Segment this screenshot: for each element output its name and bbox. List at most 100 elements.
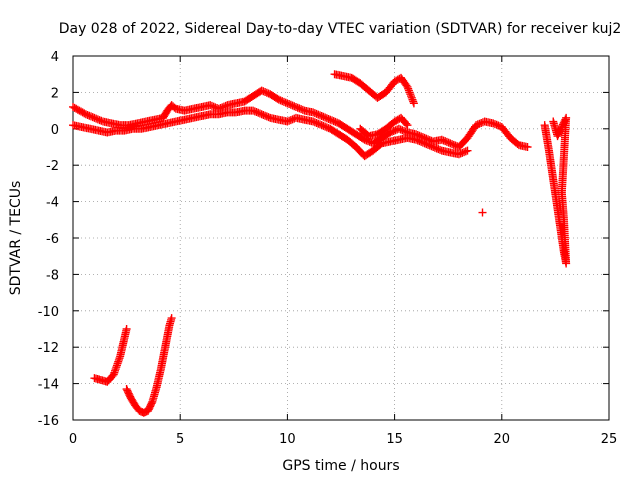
data-point — [250, 107, 259, 116]
data-point — [456, 149, 465, 158]
data-point — [315, 111, 324, 120]
data-point — [406, 90, 415, 99]
data-point — [259, 110, 268, 119]
x-tick-label: 0 — [69, 432, 77, 447]
data-point — [283, 99, 292, 108]
data-point — [291, 102, 300, 111]
y-tick-label: 0 — [51, 123, 59, 138]
data-point — [327, 116, 336, 125]
data-point — [329, 117, 338, 126]
y-tick-label: 2 — [51, 86, 59, 101]
data-point — [360, 135, 369, 144]
data-point — [257, 86, 266, 95]
data-point — [255, 109, 264, 118]
data-point — [206, 101, 215, 110]
data-point — [286, 116, 295, 125]
data-point — [442, 137, 451, 146]
data-point — [93, 115, 102, 124]
data-point — [262, 88, 271, 97]
series-low-arc-1 — [90, 325, 131, 386]
data-point — [492, 120, 501, 129]
y-tick-label: -6 — [46, 232, 59, 247]
data-point — [314, 119, 323, 128]
data-point — [420, 139, 429, 148]
data-point — [209, 102, 218, 111]
data-point — [477, 118, 486, 127]
data-point — [407, 93, 416, 102]
data-point — [283, 117, 292, 126]
data-point — [97, 116, 106, 125]
x-tick-label: 10 — [279, 432, 296, 447]
data-point — [310, 118, 319, 127]
data-point — [489, 119, 498, 128]
data-point — [412, 135, 421, 144]
data-point — [398, 126, 407, 135]
data-point — [439, 136, 448, 145]
data-point — [523, 143, 532, 151]
series-late-drop — [540, 113, 571, 268]
data-point — [436, 145, 445, 154]
data-point — [388, 127, 397, 136]
data-point — [437, 135, 446, 144]
data-point — [92, 114, 101, 123]
data-point — [427, 142, 436, 151]
data-point — [458, 148, 467, 157]
y-tick-label: -16 — [38, 414, 59, 429]
y-axis-label: SDTVAR / TECUs — [8, 181, 24, 296]
x-tick-label: 20 — [494, 432, 511, 447]
y-tick-label: -2 — [46, 159, 59, 174]
data-point — [429, 143, 438, 151]
data-point — [408, 95, 417, 104]
data-point — [321, 113, 330, 122]
data-point — [475, 119, 484, 128]
axis-ticks: 0 5 10 15 20 25 -16 -14 -12 -10 -8 -6 -4 -2 0 2 4 — [38, 50, 618, 447]
data-point — [290, 102, 299, 111]
y-tick-label: -8 — [46, 268, 59, 283]
y-tick-label: -14 — [38, 378, 59, 393]
data-point — [261, 88, 270, 97]
data-point — [413, 136, 422, 145]
data-point — [415, 137, 424, 146]
data-point — [473, 120, 482, 129]
data-point — [494, 121, 503, 130]
data-point — [274, 95, 283, 104]
data-point — [405, 88, 414, 97]
data-point — [88, 113, 97, 122]
data-point — [317, 121, 326, 130]
data-point — [478, 208, 487, 217]
data-point — [254, 108, 263, 117]
data-point — [264, 113, 273, 122]
data-point — [315, 120, 324, 129]
chart-title: Day 028 of 2022, Sidereal Day-to-day VTE… — [59, 21, 622, 37]
data-point — [122, 325, 131, 333]
data-point — [85, 111, 94, 120]
data-point — [312, 118, 321, 127]
data-point — [167, 314, 176, 323]
series-low-arc-2 — [122, 314, 176, 417]
data-point — [90, 113, 99, 122]
data-point — [221, 101, 230, 110]
series-high-arc — [330, 70, 418, 108]
data-point — [310, 109, 319, 118]
data-point — [391, 126, 400, 135]
data-point — [286, 100, 295, 109]
data-point — [432, 144, 441, 153]
data-point — [425, 141, 434, 150]
data-point — [281, 98, 290, 107]
data-point — [418, 138, 427, 147]
data-point — [409, 99, 418, 108]
data-point — [87, 112, 96, 121]
data-point — [322, 123, 331, 132]
data-point — [422, 140, 431, 149]
data-point — [288, 101, 297, 110]
data-point — [417, 137, 426, 146]
data-point — [403, 121, 412, 130]
data-point — [285, 100, 294, 109]
data-point — [262, 112, 271, 121]
data-point — [207, 101, 216, 110]
series-main-band-upper — [69, 86, 532, 151]
data-point — [319, 121, 328, 130]
x-tick-label: 25 — [601, 432, 618, 447]
data-point — [449, 140, 458, 149]
x-tick-label: 5 — [176, 432, 184, 447]
